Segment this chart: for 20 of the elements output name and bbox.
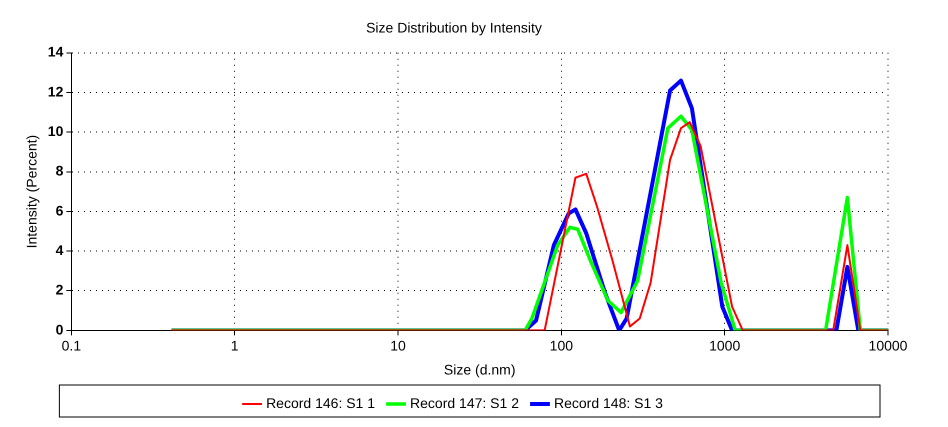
y-tick-label: 4 <box>56 242 64 258</box>
legend-label: Record 148: S1 3 <box>554 394 664 411</box>
x-tick-label: 100 <box>550 338 574 354</box>
y-tick-label: 8 <box>56 162 64 179</box>
y-tick-label: 10 <box>48 122 64 139</box>
x-tick-label: 10 <box>390 338 406 354</box>
x-axis-title: Size (d.nm) <box>444 361 516 378</box>
x-tick-label: 10000 <box>868 338 908 354</box>
y-tick-label: 2 <box>56 282 64 298</box>
y-tick-label: 12 <box>48 83 64 100</box>
legend-label: Record 147: S1 2 <box>410 394 520 411</box>
y-axis-title: Intensity (Percent) <box>23 134 40 248</box>
x-tick-label: 0.1 <box>62 338 82 354</box>
y-tick-label: 14 <box>48 44 64 60</box>
x-tick-label: 1 <box>230 338 239 354</box>
y-tick-label: 0 <box>56 321 64 338</box>
y-tick-label: 6 <box>56 202 64 218</box>
legend-label: Record 146: S1 1 <box>266 394 376 411</box>
x-tick-label: 1000 <box>709 338 740 354</box>
chart-title: Size Distribution by Intensity <box>366 19 542 36</box>
